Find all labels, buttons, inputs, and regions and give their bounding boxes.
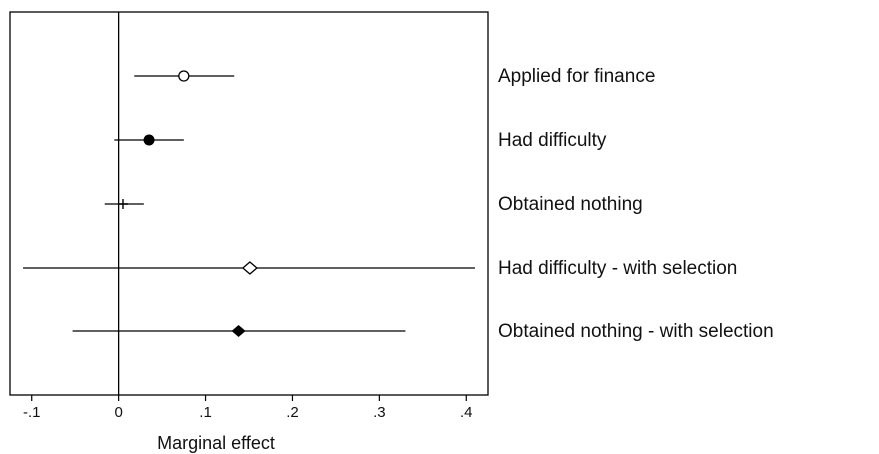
x-tick-label: .4 [460, 404, 473, 421]
series-label: Had difficulty [498, 130, 607, 151]
series-labels: Applied for finance Had difficulty Obtaine… [498, 66, 774, 342]
x-tick-label: .2 [286, 404, 299, 421]
point-estimate [178, 70, 190, 82]
x-tick-label: .3 [373, 404, 386, 421]
point-estimate [241, 261, 258, 275]
series-label: Obtained nothing - with selection [498, 321, 774, 342]
plot-frame [9, 11, 489, 396]
point-estimate [143, 134, 155, 146]
point-estimate [117, 199, 128, 209]
x-tick-label: -.1 [23, 404, 41, 421]
x-axis: -.1 0 .1 .2 .3 .4 [23, 395, 473, 421]
point-estimate [231, 325, 246, 337]
series-label: Obtained nothing [498, 194, 643, 215]
series-label: Applied for finance [498, 66, 655, 87]
series-label: Had difficulty - with selection [498, 258, 737, 279]
x-tick-label: 0 [114, 404, 122, 421]
x-axis-title: Marginal effect [157, 433, 275, 453]
series-marks [23, 70, 475, 337]
x-tick-label: .1 [199, 404, 212, 421]
